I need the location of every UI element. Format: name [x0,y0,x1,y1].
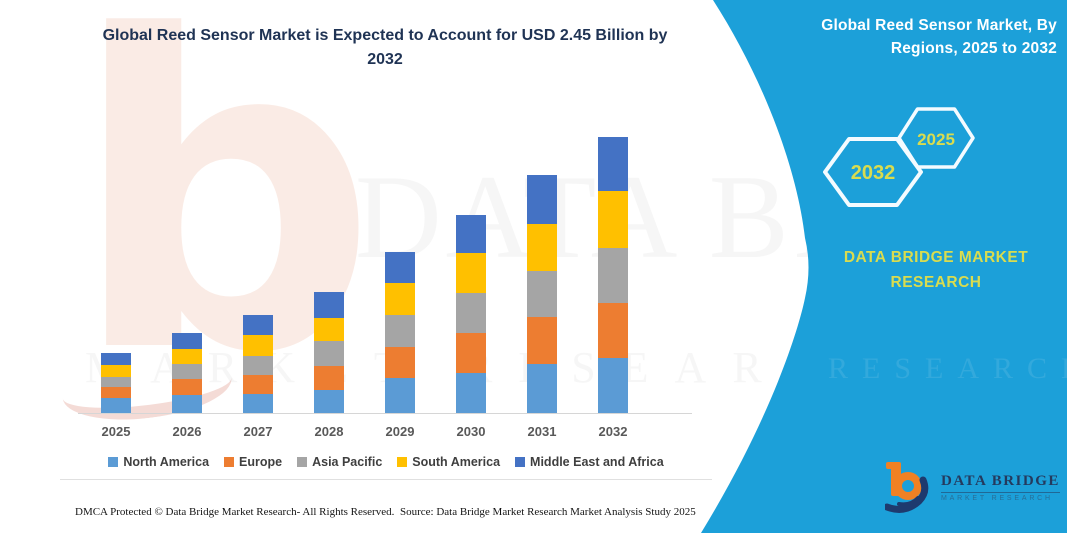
segment-middle-east-and-africa-2028 [314,292,344,318]
segment-south-america-2027 [243,335,273,356]
legend-swatch-north-america [108,457,119,467]
stacked-bar-2032 [598,137,628,413]
stacked-bar-2029 [385,252,415,413]
segment-north-america-2028 [314,390,344,413]
hexagon-2032 [823,137,923,207]
segment-middle-east-and-africa-2029 [385,252,415,283]
legend-swatch-europe [224,457,235,467]
stacked-bar-2028 [314,292,344,413]
segment-north-america-2026 [172,395,202,413]
brand-logo-title: DATA BRIDGE [941,473,1060,493]
x-axis-label-2025: 2025 [101,424,131,439]
segment-south-america-2029 [385,283,415,315]
segment-europe-2032 [598,303,628,358]
segment-north-america-2027 [243,394,273,413]
legend-swatch-middle-east-and-africa [515,457,526,467]
segment-europe-2025 [101,387,131,398]
x-axis-label-2026: 2026 [172,424,202,439]
segment-south-america-2030 [456,253,486,293]
brand-logo: DATA BRIDGE MARKET RESEARCH [885,460,1060,514]
segment-asia-pacific-2030 [456,293,486,333]
hexagon-2025 [897,107,975,169]
x-axis-label-2028: 2028 [314,424,344,439]
panel-brand-text: DATA BRIDGE MARKET RESEARCH [812,245,1060,295]
segment-middle-east-and-africa-2031 [527,175,557,224]
segment-europe-2029 [385,347,415,378]
segment-asia-pacific-2031 [527,271,557,317]
segment-south-america-2026 [172,349,202,364]
brand-logo-subtitle: MARKET RESEARCH [941,494,1053,502]
legend-label-south-america: South America [412,455,501,469]
panel-brand-line1: DATA BRIDGE MARKET [843,249,1029,266]
legend-swatch-south-america [397,457,408,467]
watermark-panel-row: RESEARCH [828,352,1067,385]
legend-label-north-america: North America [123,455,210,469]
x-axis-label-2032: 2032 [598,424,628,439]
segment-asia-pacific-2032 [598,248,628,303]
stacked-bar-2027 [243,315,273,413]
stacked-bar-2031 [527,175,557,413]
segment-middle-east-and-africa-2030 [456,215,486,253]
bars-layer [78,120,694,413]
panel-brand-line2: RESEARCH [890,274,982,291]
segment-europe-2027 [243,375,273,394]
legend-item-middle-east-and-africa: Middle East and Africa [515,455,664,469]
panel-heading-line1: Global Reed Sensor Market, By [821,17,1057,34]
segment-south-america-2025 [101,365,131,377]
segment-north-america-2031 [527,364,557,413]
legend-label-europe: Europe [239,455,283,469]
segment-europe-2026 [172,379,202,395]
segment-asia-pacific-2025 [101,377,131,387]
legend-label-asia-pacific: Asia Pacific [312,455,383,469]
segment-north-america-2025 [101,398,131,413]
footer-copyright: DMCA Protected © Data Bridge Market Rese… [75,506,395,518]
x-axis-label-2030: 2030 [456,424,486,439]
segment-south-america-2028 [314,318,344,341]
x-axis-label-2029: 2029 [385,424,415,439]
panel-heading-line2: Regions, 2025 to 2032 [890,40,1057,57]
stacked-bar-2030 [456,215,486,413]
segment-north-america-2032 [598,358,628,413]
hexagon-2032-label: 2032 [851,162,896,184]
x-axis-label-2031: 2031 [527,424,557,439]
segment-asia-pacific-2029 [385,315,415,347]
segment-asia-pacific-2026 [172,364,202,379]
hexagon-2025-label: 2025 [917,130,955,149]
panel-heading: Global Reed Sensor Market, By Regions, 2… [795,14,1057,60]
segment-middle-east-and-africa-2027 [243,315,273,335]
legend-swatch-asia-pacific [297,457,308,467]
stacked-bar-2026 [172,333,202,413]
segment-south-america-2032 [598,191,628,248]
segment-middle-east-and-africa-2032 [598,137,628,191]
segment-europe-2028 [314,366,344,390]
segment-europe-2030 [456,333,486,373]
stacked-bar-2025 [101,353,131,413]
segment-south-america-2031 [527,224,557,271]
x-axis-label-2027: 2027 [243,424,273,439]
chart-title: Global Reed Sensor Market is Expected to… [102,27,668,68]
brand-logo-icon [885,462,929,513]
segment-north-america-2030 [456,373,486,413]
footer-divider [60,479,712,480]
chart-legend: North America Europe Asia Pacific South Ame… [78,455,694,469]
segment-asia-pacific-2028 [314,341,344,366]
legend-item-south-america: South America [397,455,500,469]
segment-asia-pacific-2027 [243,356,273,375]
legend-item-asia-pacific: Asia Pacific [297,455,382,469]
segment-north-america-2029 [385,378,415,413]
segment-middle-east-and-africa-2026 [172,333,202,349]
legend-label-middle-east-and-africa: Middle East and Africa [530,455,664,469]
hexagon-badges: 2032 2025 [823,107,975,207]
x-axis-line [78,413,692,414]
segment-europe-2031 [527,317,557,364]
legend-item-europe: Europe [224,455,282,469]
segment-middle-east-and-africa-2025 [101,353,131,365]
legend-item-north-america: North America [108,455,209,469]
footer-source: Source: Data Bridge Market Research Mark… [400,506,696,518]
